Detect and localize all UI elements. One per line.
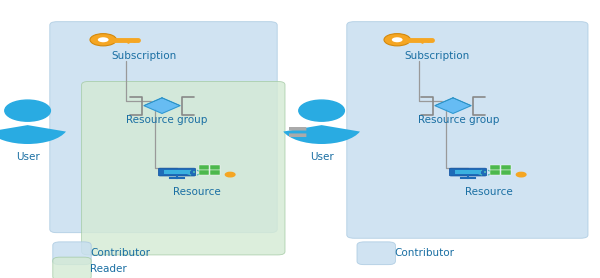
FancyBboxPatch shape xyxy=(82,81,285,255)
Bar xyxy=(199,170,209,175)
FancyBboxPatch shape xyxy=(164,170,190,174)
FancyBboxPatch shape xyxy=(347,22,588,238)
Circle shape xyxy=(392,37,403,42)
Text: Resource: Resource xyxy=(173,187,221,197)
FancyBboxPatch shape xyxy=(158,168,196,176)
Circle shape xyxy=(5,100,50,121)
Text: User: User xyxy=(310,152,334,162)
Text: Subscription: Subscription xyxy=(404,51,469,61)
Bar xyxy=(501,170,511,175)
Text: Contributor: Contributor xyxy=(90,248,150,258)
Wedge shape xyxy=(283,125,360,144)
Text: =: = xyxy=(286,120,309,147)
Text: Subscription: Subscription xyxy=(112,51,176,61)
Text: User: User xyxy=(16,152,40,162)
Circle shape xyxy=(384,34,410,46)
Circle shape xyxy=(90,34,116,46)
Text: Resource: Resource xyxy=(464,187,512,197)
Text: Reader: Reader xyxy=(90,264,127,274)
Bar xyxy=(490,165,500,170)
Bar xyxy=(199,165,209,170)
FancyBboxPatch shape xyxy=(53,257,91,278)
FancyBboxPatch shape xyxy=(449,168,487,176)
FancyBboxPatch shape xyxy=(50,22,277,233)
Circle shape xyxy=(226,172,235,177)
Polygon shape xyxy=(435,98,471,113)
Circle shape xyxy=(98,37,109,42)
Bar xyxy=(210,165,220,170)
FancyBboxPatch shape xyxy=(53,242,91,265)
Text: Resource group: Resource group xyxy=(126,115,208,125)
Text: Contributor: Contributor xyxy=(394,248,454,258)
FancyBboxPatch shape xyxy=(357,242,395,265)
Text: <·>: <·> xyxy=(475,168,495,178)
Polygon shape xyxy=(144,98,180,113)
Bar xyxy=(210,170,220,175)
Circle shape xyxy=(517,172,526,177)
Bar xyxy=(501,165,511,170)
Text: Resource group: Resource group xyxy=(418,115,499,125)
Wedge shape xyxy=(0,125,66,144)
FancyBboxPatch shape xyxy=(455,170,481,174)
Circle shape xyxy=(299,100,344,121)
Text: <·>: <·> xyxy=(184,168,204,178)
Bar xyxy=(490,170,500,175)
